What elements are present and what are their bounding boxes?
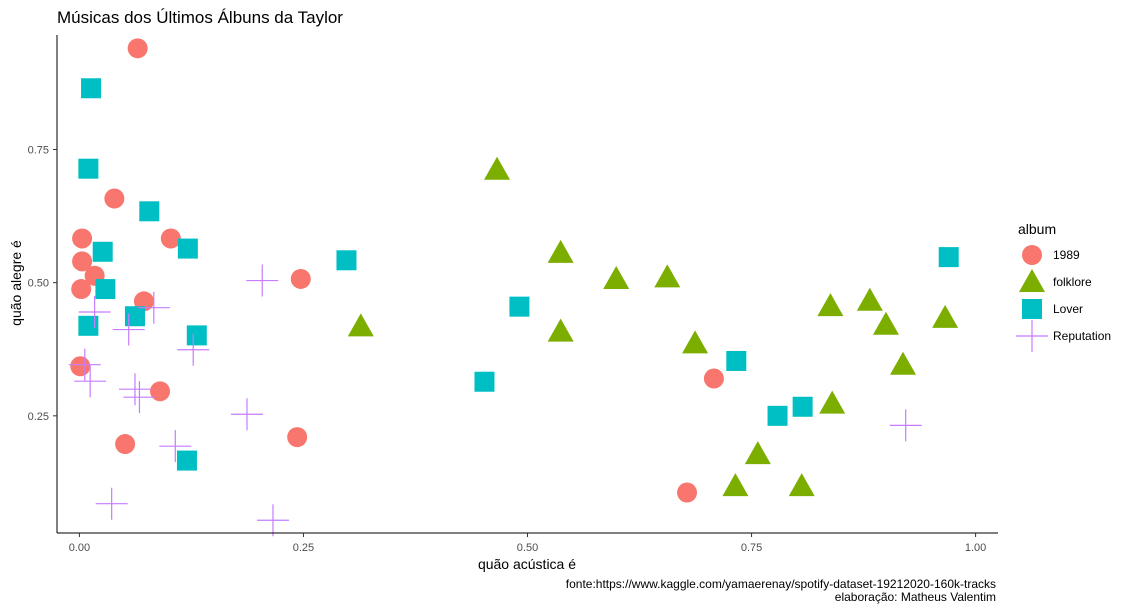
data-point-lover <box>78 158 99 179</box>
x-tick-label: 0.75 <box>741 542 762 554</box>
data-point-1989 <box>72 251 93 272</box>
data-point-folklore <box>872 311 899 335</box>
data-point-lover <box>767 405 788 426</box>
data-point-1989 <box>72 228 93 249</box>
data-point-folklore <box>484 156 511 180</box>
data-point-reputation <box>118 373 151 406</box>
data-point-folklore <box>722 473 749 497</box>
data-point-lover <box>139 201 160 222</box>
data-point-1989 <box>115 434 136 455</box>
data-point-reputation <box>112 313 145 346</box>
data-point-folklore <box>788 473 815 497</box>
data-point-reputation <box>78 295 111 328</box>
data-point-reputation <box>95 487 128 520</box>
y-tick-label: 0.25 <box>28 411 49 423</box>
series-lover <box>78 78 959 471</box>
y-axis-ticks: 0.25 0.50 0.75 <box>28 145 57 423</box>
data-point-lover <box>186 325 207 346</box>
legend-item-1989: 1989 <box>1022 245 1080 265</box>
x-tick-label: 1.00 <box>965 542 986 554</box>
data-point-1989 <box>703 368 724 389</box>
legend-label: Lover <box>1053 302 1083 316</box>
data-point-reputation <box>889 409 922 442</box>
chart-title: Músicas dos Últimos Álbuns da Taylor <box>57 8 343 27</box>
data-point-1989 <box>150 381 171 402</box>
legend-label: folklore <box>1053 275 1092 289</box>
legend-item-lover: Lover <box>1022 299 1083 319</box>
data-point-folklore <box>932 304 959 328</box>
data-point-folklore <box>817 293 844 317</box>
data-point-reputation <box>230 398 263 431</box>
legend: 1989 folklore Lover Reputation <box>1016 245 1111 352</box>
data-point-reputation <box>246 264 279 297</box>
data-point-1989 <box>290 268 311 289</box>
data-point-folklore <box>603 265 630 289</box>
data-point-folklore <box>547 318 574 342</box>
series-1989 <box>70 38 724 503</box>
data-point-folklore <box>347 313 374 337</box>
data-point-reputation <box>177 333 210 366</box>
data-point-folklore <box>682 330 709 354</box>
legend-item-folklore: folklore <box>1019 269 1092 292</box>
legend-key-folklore <box>1019 269 1045 292</box>
series-folklore <box>347 156 959 497</box>
data-point-lover <box>938 247 959 268</box>
y-axis-title: quão alegre é <box>8 240 24 326</box>
data-point-lover <box>78 315 99 336</box>
data-point-lover <box>792 396 813 417</box>
data-point-lover <box>124 306 145 327</box>
data-point-lover <box>81 78 102 99</box>
data-point-lover <box>726 350 747 371</box>
legend-key-reputation <box>1016 320 1048 352</box>
data-point-lover <box>336 250 357 271</box>
data-point-lover <box>95 279 116 300</box>
data-point-reputation <box>123 381 156 414</box>
x-tick-label: 0.25 <box>293 542 314 554</box>
y-tick-label: 0.75 <box>28 145 49 157</box>
data-point-reputation <box>137 291 170 324</box>
legend-label: Reputation <box>1053 329 1111 343</box>
data-point-lover <box>92 241 113 262</box>
data-point-1989 <box>160 228 181 249</box>
data-point-reputation <box>256 504 289 537</box>
legend-key-lover <box>1022 299 1042 319</box>
x-axis-ticks: 0.00 0.25 0.50 0.75 1.00 <box>69 533 986 554</box>
data-point-lover <box>177 238 198 259</box>
x-axis-title: quão acústica é <box>478 556 576 572</box>
plot-area <box>68 38 959 537</box>
data-point-folklore <box>856 287 883 311</box>
data-point-folklore <box>890 351 917 375</box>
caption-author: elaboração: Matheus Valentim <box>835 590 996 604</box>
data-point-folklore <box>547 239 574 263</box>
legend-title: album <box>1018 221 1056 237</box>
data-point-1989 <box>127 38 148 59</box>
caption-source: fonte:https://www.kaggle.com/yamaerenay/… <box>566 577 996 591</box>
data-point-1989 <box>71 279 92 300</box>
data-point-folklore <box>819 390 846 414</box>
legend-item-reputation: Reputation <box>1016 320 1111 352</box>
data-point-1989 <box>677 482 698 503</box>
series-reputation <box>68 264 922 537</box>
data-point-lover <box>474 371 495 392</box>
x-tick-label: 0.50 <box>517 542 538 554</box>
data-point-lover <box>176 450 197 471</box>
data-point-1989 <box>104 188 125 209</box>
data-point-reputation <box>68 348 101 381</box>
legend-label: 1989 <box>1053 248 1080 262</box>
data-point-reputation <box>159 430 192 463</box>
data-point-folklore <box>654 264 681 288</box>
legend-key-1989 <box>1022 245 1042 265</box>
data-point-1989 <box>287 427 308 448</box>
data-point-lover <box>509 296 530 317</box>
data-point-reputation <box>74 365 107 398</box>
x-tick-label: 0.00 <box>69 542 90 554</box>
data-point-folklore <box>744 441 771 465</box>
y-tick-label: 0.50 <box>28 278 49 290</box>
data-point-1989 <box>70 356 91 377</box>
